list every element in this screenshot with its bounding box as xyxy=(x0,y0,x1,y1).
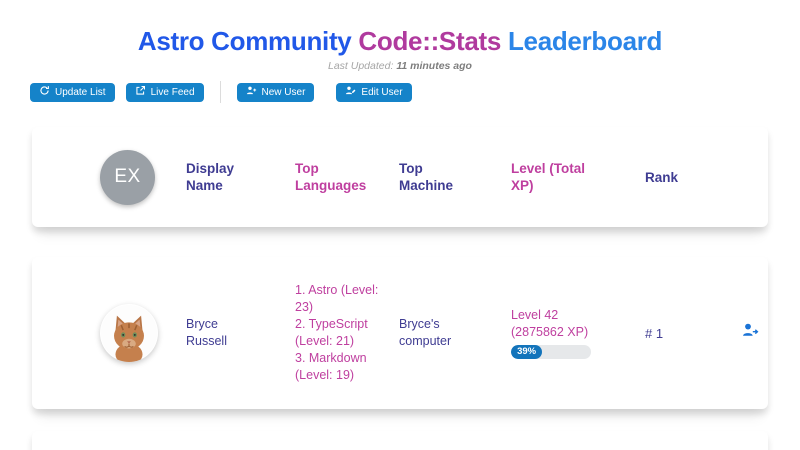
header-top-languages: Top Languages xyxy=(295,161,367,193)
table-row-partial xyxy=(32,431,768,450)
title-leaderboard: Leaderboard xyxy=(507,26,663,56)
external-link-icon xyxy=(135,85,146,99)
row-top-languages: 1. Astro (Level: 23) 2. TypeScript (Leve… xyxy=(295,282,399,384)
toolbar: Update List Live Feed New User Edit User xyxy=(30,81,800,103)
live-feed-button[interactable]: Live Feed xyxy=(125,82,204,102)
live-feed-label: Live Feed xyxy=(150,86,195,98)
language-item: 2. TypeScript (Level: 21) xyxy=(295,317,368,348)
language-item: 3. Markdown (Level: 19) xyxy=(295,351,367,382)
last-updated: Last Updated: 11 minutes ago xyxy=(0,60,800,72)
row-rank: # 1 xyxy=(645,325,664,341)
header-top-machine: Top Machine xyxy=(399,161,454,193)
row-level: Level 42 (2875862 XP) 39% xyxy=(511,307,645,359)
header-avatar-cell: EX xyxy=(100,149,186,205)
last-updated-label: Last Updated: xyxy=(328,60,394,72)
title-community: Astro Community xyxy=(137,26,352,56)
person-edit-icon xyxy=(345,85,356,99)
example-avatar: EX xyxy=(100,149,155,205)
new-user-button[interactable]: New User xyxy=(236,82,315,102)
edit-user-label: Edit User xyxy=(361,86,403,98)
header-rank: Rank xyxy=(645,169,679,185)
update-list-label: Update List xyxy=(55,86,106,98)
row-avatar-cell xyxy=(100,304,186,362)
header-display-name: Display Name xyxy=(186,161,235,193)
user-avatar xyxy=(100,304,158,362)
toolbar-divider xyxy=(219,81,221,103)
title-codestats: Code::Stats xyxy=(358,26,502,56)
language-item: 1. Astro (Level: 23) xyxy=(295,283,379,314)
person-arrow-icon xyxy=(742,322,759,344)
update-list-button[interactable]: Update List xyxy=(30,82,115,102)
cat-image xyxy=(100,304,158,362)
header-level: Level (Total XP) xyxy=(511,161,586,193)
xp-progress-fill: 39% xyxy=(511,345,543,359)
table-header-row: EX Display Name Top Languages Top Machin… xyxy=(32,127,768,227)
page-title: Astro Community Code::Stats Leaderboard xyxy=(0,26,800,57)
refresh-icon xyxy=(39,85,50,99)
xp-progress-bar: 39% xyxy=(511,345,591,359)
new-user-label: New User xyxy=(261,86,306,98)
edit-user-button[interactable]: Edit User xyxy=(336,82,412,102)
last-updated-value: 11 minutes ago xyxy=(396,60,472,72)
goto-user-button[interactable] xyxy=(733,322,768,344)
row-display-name: Bryce Russell xyxy=(186,317,227,348)
row-top-machine: Bryce's computer xyxy=(399,317,452,348)
table-row: Bryce Russell 1. Astro (Level: 23) 2. Ty… xyxy=(32,257,768,409)
person-add-icon xyxy=(246,85,257,99)
